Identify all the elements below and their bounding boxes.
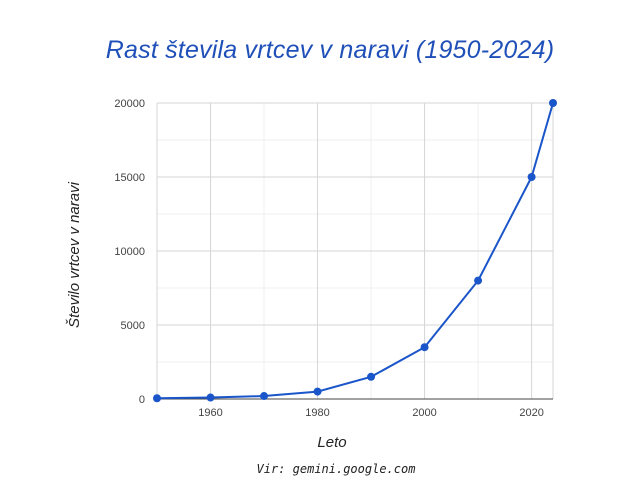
data-point xyxy=(527,173,536,181)
y-tick-label: 5000 xyxy=(121,320,145,332)
y-tick-label: 20000 xyxy=(114,98,145,110)
data-point xyxy=(260,392,269,401)
x-axis-label: Leto xyxy=(317,434,346,451)
y-tick-label: 0 xyxy=(139,394,145,406)
data-point xyxy=(420,343,429,352)
data-point xyxy=(549,99,557,107)
data-point xyxy=(313,387,322,396)
y-tick-labels: 0 5000 10000 15000 20000 xyxy=(114,98,145,406)
x-tick-label: 2020 xyxy=(519,407,543,419)
x-tick-labels: 1960 1980 2000 2020 xyxy=(198,407,544,419)
y-axis-label: Število vrtcev v naravi xyxy=(66,181,83,328)
data-points xyxy=(153,99,557,403)
data-point xyxy=(206,393,215,402)
data-point xyxy=(367,372,376,381)
source-credit: Vir: gemini.google.com xyxy=(256,462,416,476)
major-gridlines xyxy=(156,102,554,399)
data-point xyxy=(153,394,161,403)
x-tick-label: 1980 xyxy=(305,407,329,419)
chart-title: Rast števila vrtcev v naravi (1950-2024) xyxy=(105,36,555,64)
data-point xyxy=(474,276,483,285)
y-tick-label: 10000 xyxy=(114,246,145,258)
x-tick-label: 1960 xyxy=(198,407,222,419)
y-tick-label: 15000 xyxy=(114,172,145,184)
x-tick-label: 2000 xyxy=(412,407,436,419)
